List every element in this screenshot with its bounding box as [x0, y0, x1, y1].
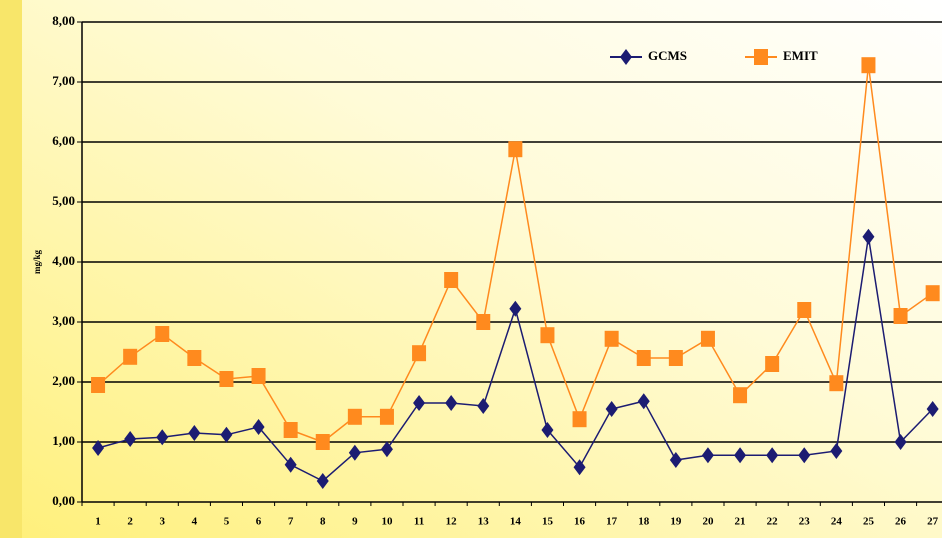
point	[701, 447, 714, 464]
x-tick-label: 1	[95, 516, 101, 528]
x-tick-label: 14	[510, 516, 522, 528]
x-tick-label: 18	[638, 516, 650, 528]
x-tick-label: 27	[927, 516, 939, 528]
point	[187, 350, 202, 366]
x-tick-label: 17	[606, 516, 618, 528]
point	[862, 228, 875, 245]
point	[124, 431, 137, 447]
point	[668, 350, 683, 366]
y-tick-label: 4,00	[52, 253, 75, 268]
x-tick-label: 19	[670, 516, 682, 528]
point	[477, 398, 490, 414]
point	[413, 395, 426, 411]
x-tick-label: 22	[767, 516, 779, 528]
point	[572, 411, 587, 428]
left-strip	[0, 0, 22, 538]
point	[348, 444, 361, 461]
point	[797, 302, 812, 318]
point	[620, 49, 632, 65]
x-tick-label: 13	[478, 516, 490, 528]
point	[315, 434, 330, 450]
y-tick-label: 8,00	[52, 13, 75, 28]
x-tick-label: 15	[542, 516, 554, 528]
point	[283, 422, 298, 438]
x-tick-label: 8	[320, 516, 326, 528]
point	[893, 308, 908, 324]
x-tick-label: 12	[446, 516, 458, 528]
point	[445, 395, 458, 411]
point	[669, 452, 682, 468]
point	[926, 401, 939, 417]
x-tick-label: 11	[414, 516, 424, 528]
x-tick-label: 26	[895, 516, 907, 528]
point	[379, 408, 394, 425]
x-tick-label: 21	[735, 516, 746, 528]
point	[861, 57, 876, 74]
x-tick-label: 25	[863, 516, 875, 528]
point	[541, 422, 554, 438]
x-tick-label: 24	[831, 516, 843, 528]
point	[636, 350, 651, 366]
point	[251, 368, 266, 384]
x-tick-label: 4	[192, 516, 198, 528]
x-tick-label: 5	[224, 516, 230, 528]
point	[220, 426, 233, 443]
point	[92, 440, 105, 456]
y-tick-label: 7,00	[52, 73, 75, 88]
y-tick-label: 3,00	[52, 313, 75, 328]
point	[380, 441, 393, 458]
legend-label: GCMS	[648, 48, 687, 63]
point	[444, 272, 459, 288]
point	[412, 345, 427, 362]
x-tick-label: 9	[352, 516, 358, 528]
point	[637, 393, 650, 410]
x-tick-label: 2	[127, 516, 133, 528]
point	[700, 330, 715, 347]
x-tick-label: 6	[256, 516, 262, 528]
point	[91, 377, 106, 393]
y-tick-label: 6,00	[52, 133, 75, 148]
point	[316, 473, 329, 489]
x-tick-label: 23	[799, 516, 811, 528]
y-tick-label: 1,00	[52, 433, 75, 448]
point	[347, 408, 362, 425]
point	[830, 443, 843, 459]
point	[925, 285, 940, 302]
point	[894, 434, 907, 450]
point	[766, 447, 779, 464]
x-tick-label: 3	[160, 516, 166, 528]
point	[754, 49, 768, 65]
point	[508, 141, 523, 158]
y-tick-label: 0,00	[52, 493, 75, 508]
x-tick-label: 10	[381, 516, 393, 528]
point	[509, 300, 522, 317]
x-tick-label: 20	[702, 516, 714, 528]
point	[798, 447, 811, 464]
point	[123, 348, 138, 365]
point	[733, 387, 748, 404]
point	[605, 401, 618, 417]
point	[734, 447, 747, 464]
x-tick-label: 7	[288, 516, 294, 528]
point	[765, 356, 780, 372]
point	[156, 429, 169, 446]
point	[188, 425, 201, 441]
point	[476, 314, 491, 330]
point	[573, 459, 586, 476]
point	[284, 456, 297, 473]
point	[829, 375, 844, 392]
point	[604, 330, 619, 347]
x-tick-label: 16	[574, 516, 586, 528]
point	[252, 419, 265, 435]
y-tick-label: 5,00	[52, 193, 75, 208]
point	[155, 326, 170, 342]
y-axis-label: mg/kg	[32, 250, 42, 275]
y-tick-label: 2,00	[52, 373, 75, 388]
point	[540, 327, 555, 344]
legend-label: EMIT	[783, 48, 818, 63]
point	[219, 371, 234, 387]
